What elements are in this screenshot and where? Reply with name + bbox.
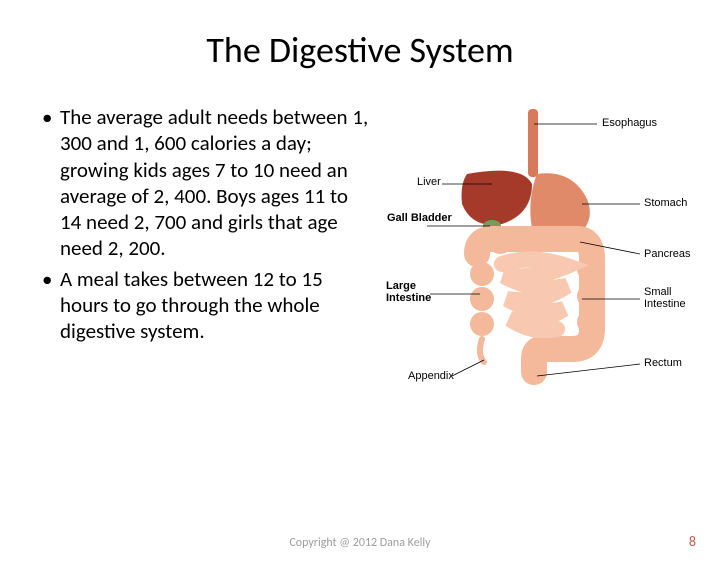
bullet-list: The average adult needs between 1, 300 a…	[42, 104, 372, 344]
page-number: 8	[689, 533, 696, 550]
label-stomach: Stomach	[644, 197, 687, 209]
bullet-item: A meal takes between 12 to 15 hours to g…	[42, 266, 372, 345]
label-large-intestine: Large Intestine	[386, 280, 434, 304]
text-column: The average adult needs between 1, 300 a…	[42, 104, 372, 424]
bullet-item: The average adult needs between 1, 300 a…	[42, 104, 372, 262]
label-liver: Liver	[417, 176, 441, 188]
copyright-footer: Copyright @ 2012 Dana Kelly	[0, 536, 720, 550]
diagram-column: Esophagus Liver Stomach Gall Bladder Pan…	[372, 104, 688, 424]
label-rectum: Rectum	[644, 357, 682, 369]
digestive-diagram	[382, 104, 682, 404]
content-row: The average adult needs between 1, 300 a…	[0, 104, 720, 424]
label-gall-bladder: Gall Bladder	[387, 212, 452, 224]
slide-title: The Digestive System	[0, 28, 720, 72]
label-appendix: Appendix	[408, 370, 454, 382]
label-pancreas: Pancreas	[644, 248, 690, 260]
label-small-intestine: Small Intestine	[644, 286, 694, 310]
label-esophagus: Esophagus	[602, 117, 657, 129]
